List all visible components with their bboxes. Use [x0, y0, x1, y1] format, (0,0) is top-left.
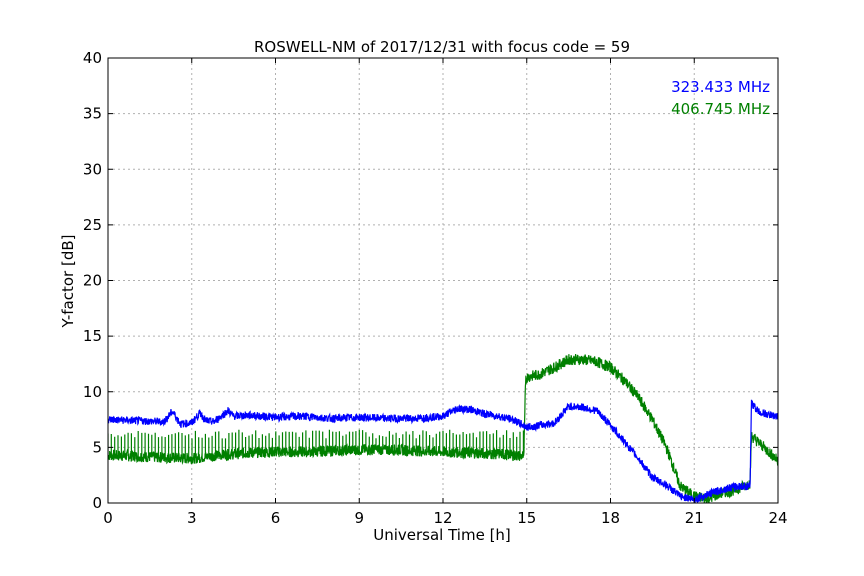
legend-entry-1: 406.745 MHz [671, 100, 770, 118]
series-line-1 [108, 353, 778, 503]
x-tick-label-0: 0 [103, 509, 113, 527]
series-line-0 [108, 399, 778, 503]
x-tick-label-3: 9 [354, 509, 364, 527]
x-tick-label-2: 6 [271, 509, 281, 527]
y-tick-label-7: 35 [83, 105, 102, 123]
x-tick-label-1: 3 [187, 509, 197, 527]
x-tick-label-7: 21 [685, 509, 704, 527]
x-tick-label-6: 18 [601, 509, 620, 527]
y-tick-label-4: 20 [83, 272, 102, 290]
plot-series [108, 353, 778, 503]
axis-ticks: 0 3 6 9 12 15 18 21 24 0 5 10 15 20 25 30 35 40 [83, 49, 788, 527]
y-tick-label-6: 30 [83, 160, 102, 178]
y-tick-label-8: 40 [83, 49, 102, 67]
y-axis-label: Y-factor [dB] [59, 234, 77, 328]
x-axis-label: Universal Time [h] [373, 526, 511, 544]
y-tick-label-3: 15 [83, 327, 102, 345]
legend: 323.433 MHz 406.745 MHz [671, 78, 770, 118]
y-tick-label-5: 25 [83, 216, 102, 234]
y-tick-label-2: 10 [83, 383, 102, 401]
y-tick-label-0: 0 [92, 494, 102, 512]
x-tick-label-4: 12 [433, 509, 452, 527]
legend-entry-0: 323.433 MHz [671, 78, 770, 96]
x-tick-label-5: 15 [517, 509, 536, 527]
x-tick-label-8: 24 [768, 509, 787, 527]
chart-title: ROSWELL-NM of 2017/12/31 with focus code… [254, 38, 630, 56]
y-tick-label-1: 5 [92, 438, 102, 456]
